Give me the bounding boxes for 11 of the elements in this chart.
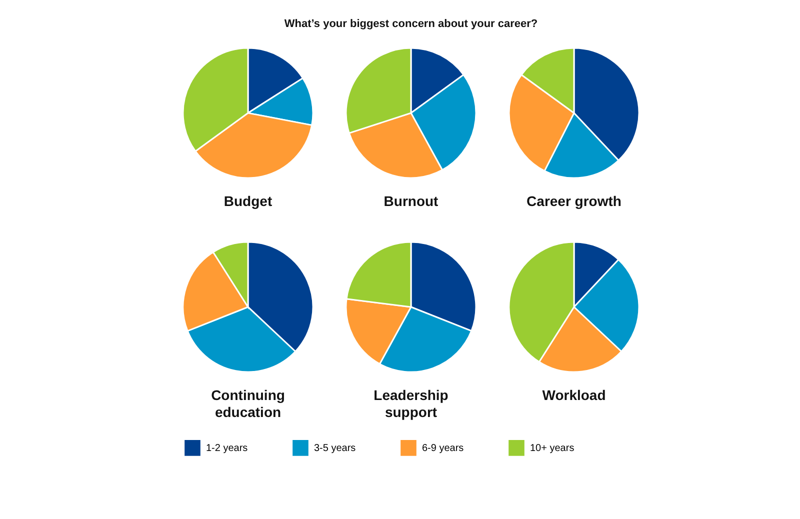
- legend-label: 6-9 years: [422, 442, 464, 454]
- legend-label: 10+ years: [530, 442, 574, 454]
- text: Leadership support: [374, 387, 448, 420]
- text: Workload: [542, 387, 606, 403]
- text: What’s your biggest concern about your career?: [284, 18, 538, 30]
- legend-label: 3-5 years: [314, 442, 356, 454]
- text: Continuing education: [211, 387, 285, 420]
- text: Budget: [224, 193, 272, 209]
- legend-label: 1-2 years: [206, 442, 248, 454]
- text: Career growth: [526, 193, 622, 209]
- text: Burnout: [384, 193, 439, 209]
